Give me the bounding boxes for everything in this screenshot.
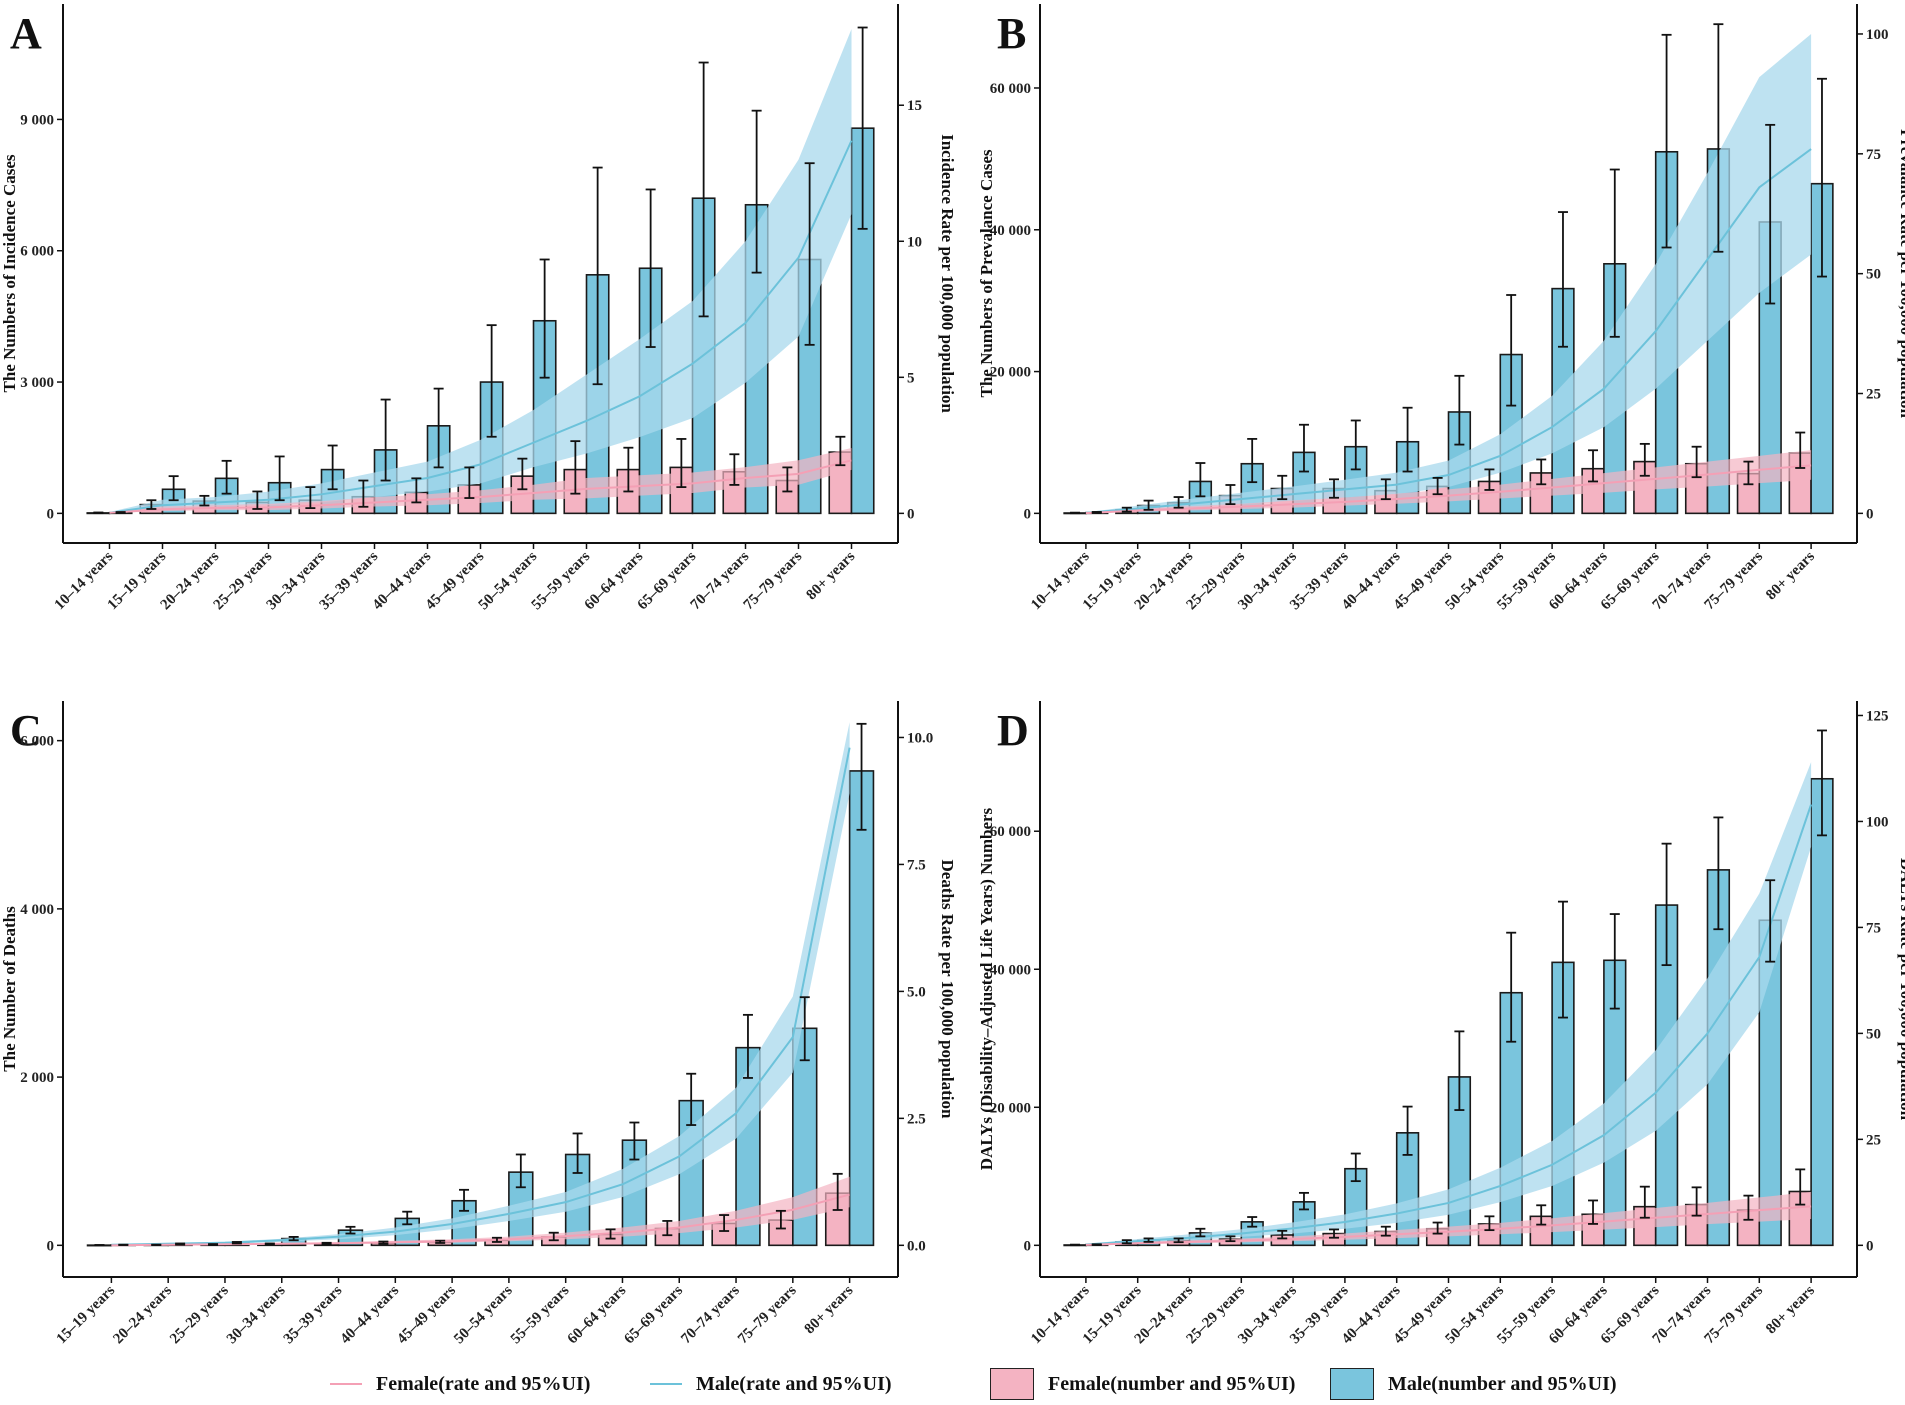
left-axis-title: The Numbers of Prevalance Cases [977, 149, 996, 397]
legend-male-rate: Male(rate and 95%UI) [650, 1366, 892, 1402]
left-axis-title: DALYs (Disability–Adjusted Life Years) N… [977, 807, 996, 1170]
left-tick-label: 40 000 [990, 223, 1031, 239]
left-tick-label: 60 000 [990, 824, 1031, 840]
x-tick-label: 75–79 years [735, 1282, 800, 1347]
left-tick-label: 60 000 [990, 81, 1031, 97]
x-tick-label: 35–39 years [281, 1282, 346, 1347]
left-tick-label: 0 [47, 1238, 55, 1254]
left-tick-label: 6 000 [20, 244, 54, 260]
right-tick-label: 0 [1866, 1238, 1874, 1254]
female-rate-line [1085, 464, 1812, 515]
left-tick-label: 4 000 [20, 902, 54, 918]
legend-male-number: Male(number and 95%UI) [1330, 1366, 1617, 1402]
left-tick-label: 0 [47, 506, 55, 522]
legend-male-number-swatch [1330, 1368, 1374, 1400]
female-rate-band [1085, 1191, 1812, 1246]
left-axis-title: The Numbers of Incidence Cases [0, 154, 19, 392]
male-bar [1810, 777, 1834, 1247]
right-tick-label: 25 [1866, 387, 1881, 403]
x-tick-label: 65–69 years [621, 1282, 686, 1347]
panel-letter: A [10, 9, 42, 58]
right-tick-label: 0 [907, 506, 915, 522]
x-tick-label: 70–74 years [678, 1282, 743, 1347]
legend-female-rate-label: Female(rate and 95%UI) [376, 1372, 591, 1395]
left-tick-label: 6 000 [20, 734, 54, 750]
x-tick-label: 80+ years [1763, 1282, 1818, 1337]
right-tick-label: 75 [1866, 147, 1881, 163]
right-tick-label: 15 [907, 98, 922, 114]
right-tick-label: 75 [1866, 920, 1881, 936]
right-tick-label: 50 [1866, 1026, 1881, 1042]
panel-c: C 0 2 000 4 000 6 000 0.0 2.5 5.0 7.5 10.0 15–19 y… [0, 701, 957, 1347]
right-tick-label: 0.0 [907, 1238, 926, 1254]
female-rate-line [109, 459, 852, 514]
right-tick-label: 25 [1866, 1132, 1881, 1148]
right-tick-label: 10.0 [907, 730, 933, 746]
x-tick-label: 55–59 years [508, 1282, 573, 1347]
legend-female-number-label: Female(number and 95%UI) [1048, 1372, 1296, 1395]
right-axis-title: DALYs Rate per 100,000 population [1897, 858, 1905, 1121]
left-tick-label: 3 000 [20, 375, 54, 391]
left-tick-label: 20 000 [990, 1100, 1031, 1116]
male-rate-line [1085, 804, 1813, 1246]
legend-female-rate: Female(rate and 95%UI) [330, 1366, 590, 1402]
legend-male-rate-swatch [650, 1383, 682, 1385]
x-tick-label: 40–44 years [338, 1282, 403, 1347]
female-rate-band [109, 448, 852, 514]
right-tick-label: 10 [907, 234, 922, 250]
left-tick-label: 0 [1024, 1238, 1032, 1254]
x-tick-label: 45–49 years [394, 1282, 459, 1347]
right-tick-label: 5 [907, 370, 915, 386]
panel-letter: B [997, 9, 1026, 58]
male-rate-line [1085, 148, 1812, 514]
right-tick-label: 100 [1866, 27, 1889, 43]
left-tick-label: 2 000 [20, 1070, 54, 1086]
male-rate-band [1085, 33, 1812, 514]
x-tick-label: 50–54 years [451, 1282, 516, 1347]
right-tick-label: 0 [1866, 506, 1874, 522]
left-tick-label: 9 000 [20, 112, 54, 128]
panel-letter: D [997, 706, 1029, 755]
left-tick-label: 0 [1024, 506, 1032, 522]
x-tick-label: 80+ years [802, 1282, 857, 1337]
right-tick-label: 7.5 [907, 857, 926, 873]
x-tick-label: 15–19 years [54, 1282, 119, 1347]
right-axis-title: Prevalance Rate per 100,000 population [1897, 129, 1905, 418]
x-tick-label: 80+ years [804, 548, 859, 603]
male-bar [848, 770, 875, 1247]
legend-male-rate-label: Male(rate and 95%UI) [696, 1372, 892, 1395]
left-tick-label: 40 000 [990, 962, 1031, 978]
x-tick-label: 25–29 years [167, 1282, 232, 1347]
male-rate-band [1085, 762, 1812, 1245]
right-tick-label: 100 [1866, 814, 1889, 830]
x-tick-label: 20–24 years [110, 1282, 175, 1347]
male-rate-band [109, 29, 852, 514]
panel-letter: C [10, 706, 42, 755]
right-axis-title: Incidence Rate per 100,000 population [938, 134, 957, 413]
x-tick-label: 60–64 years [565, 1282, 630, 1347]
female-rate-line [1085, 1205, 1812, 1246]
x-tick-label: 30–34 years [224, 1282, 289, 1347]
male-rate-line [109, 140, 853, 514]
right-axis-title: Deaths Rate per 100,000 population [938, 860, 957, 1119]
legend-female-rate-swatch [330, 1383, 362, 1385]
female-rate-band [1085, 450, 1812, 514]
x-tick-label: 80+ years [1763, 548, 1818, 603]
left-tick-label: 20 000 [990, 365, 1031, 381]
right-tick-label: 5.0 [907, 984, 926, 1000]
legend-female-number: Female(number and 95%UI) [990, 1366, 1295, 1402]
right-tick-label: 50 [1866, 267, 1881, 283]
legend-female-number-swatch [990, 1368, 1034, 1400]
right-tick-label: 125 [1866, 708, 1889, 724]
legend-male-number-label: Male(number and 95%UI) [1388, 1372, 1617, 1395]
left-axis-title: The Number of Deaths [0, 906, 19, 1072]
right-tick-label: 2.5 [907, 1111, 926, 1127]
legend: Female(rate and 95%UI) Male(rate and 95%… [0, 1366, 1905, 1402]
